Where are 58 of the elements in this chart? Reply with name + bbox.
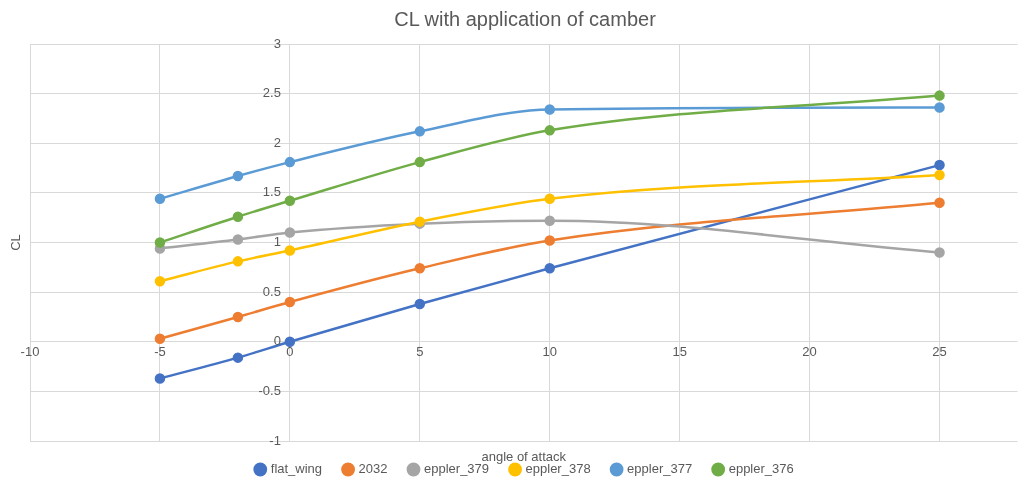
legend-label: eppler_378: [525, 461, 591, 477]
chart-title: CL with application of camber: [394, 7, 657, 30]
point: [154, 193, 166, 205]
point: [544, 263, 555, 274]
x-tick-label: 25: [932, 344, 947, 360]
point: [232, 352, 244, 363]
legend-label: eppler_379: [424, 461, 490, 477]
x-tick-label: 15: [672, 344, 687, 360]
point: [934, 197, 945, 209]
point: [284, 227, 296, 238]
y-tick-label: 0.5: [262, 283, 281, 299]
point: [544, 104, 555, 115]
point: [284, 156, 296, 168]
x-tick-label: 20: [802, 344, 817, 360]
point: [154, 275, 166, 287]
point: [934, 247, 945, 258]
point: [154, 373, 166, 384]
x-tick-label: 10: [542, 344, 557, 360]
y-tick-label: 3: [273, 35, 281, 51]
y-tick-label: 1: [273, 234, 281, 250]
y-axis-title: CL: [7, 234, 23, 251]
point: [544, 193, 555, 205]
point: [414, 126, 426, 137]
x-axis-title: angle of attack: [481, 448, 567, 464]
legend-label: 2032: [358, 461, 388, 477]
point: [544, 215, 555, 226]
point: [232, 311, 244, 323]
y-tick-label: -1: [269, 432, 281, 448]
point: [544, 125, 555, 136]
point: [284, 195, 296, 207]
point: [232, 211, 244, 222]
point: [934, 169, 945, 181]
point: [934, 159, 945, 171]
point: [284, 296, 296, 308]
point: [232, 234, 244, 245]
point: [414, 156, 426, 168]
y-tick-label: -0.5: [258, 382, 281, 398]
point: [232, 170, 244, 182]
point: [414, 263, 426, 274]
point: [284, 336, 296, 347]
y-tick-label: 2: [273, 134, 281, 150]
legend-label: eppler_376: [728, 461, 794, 477]
point: [154, 333, 166, 345]
point: [934, 102, 945, 113]
x-tick-label: -5: [154, 344, 166, 360]
point: [232, 256, 244, 267]
point: [934, 90, 945, 101]
point: [414, 298, 426, 310]
y-tick-label: 2.5: [262, 85, 281, 101]
point: [284, 245, 296, 256]
x-tick-label: 5: [416, 344, 424, 360]
legend-label: eppler_377: [627, 461, 693, 477]
x-tick-label: -10: [20, 344, 40, 360]
point: [544, 235, 555, 246]
legend-label: flat_wing: [270, 461, 323, 477]
y-tick-label: 1.5: [262, 184, 281, 200]
x-tick-label: 0: [286, 344, 294, 360]
point: [154, 237, 166, 248]
